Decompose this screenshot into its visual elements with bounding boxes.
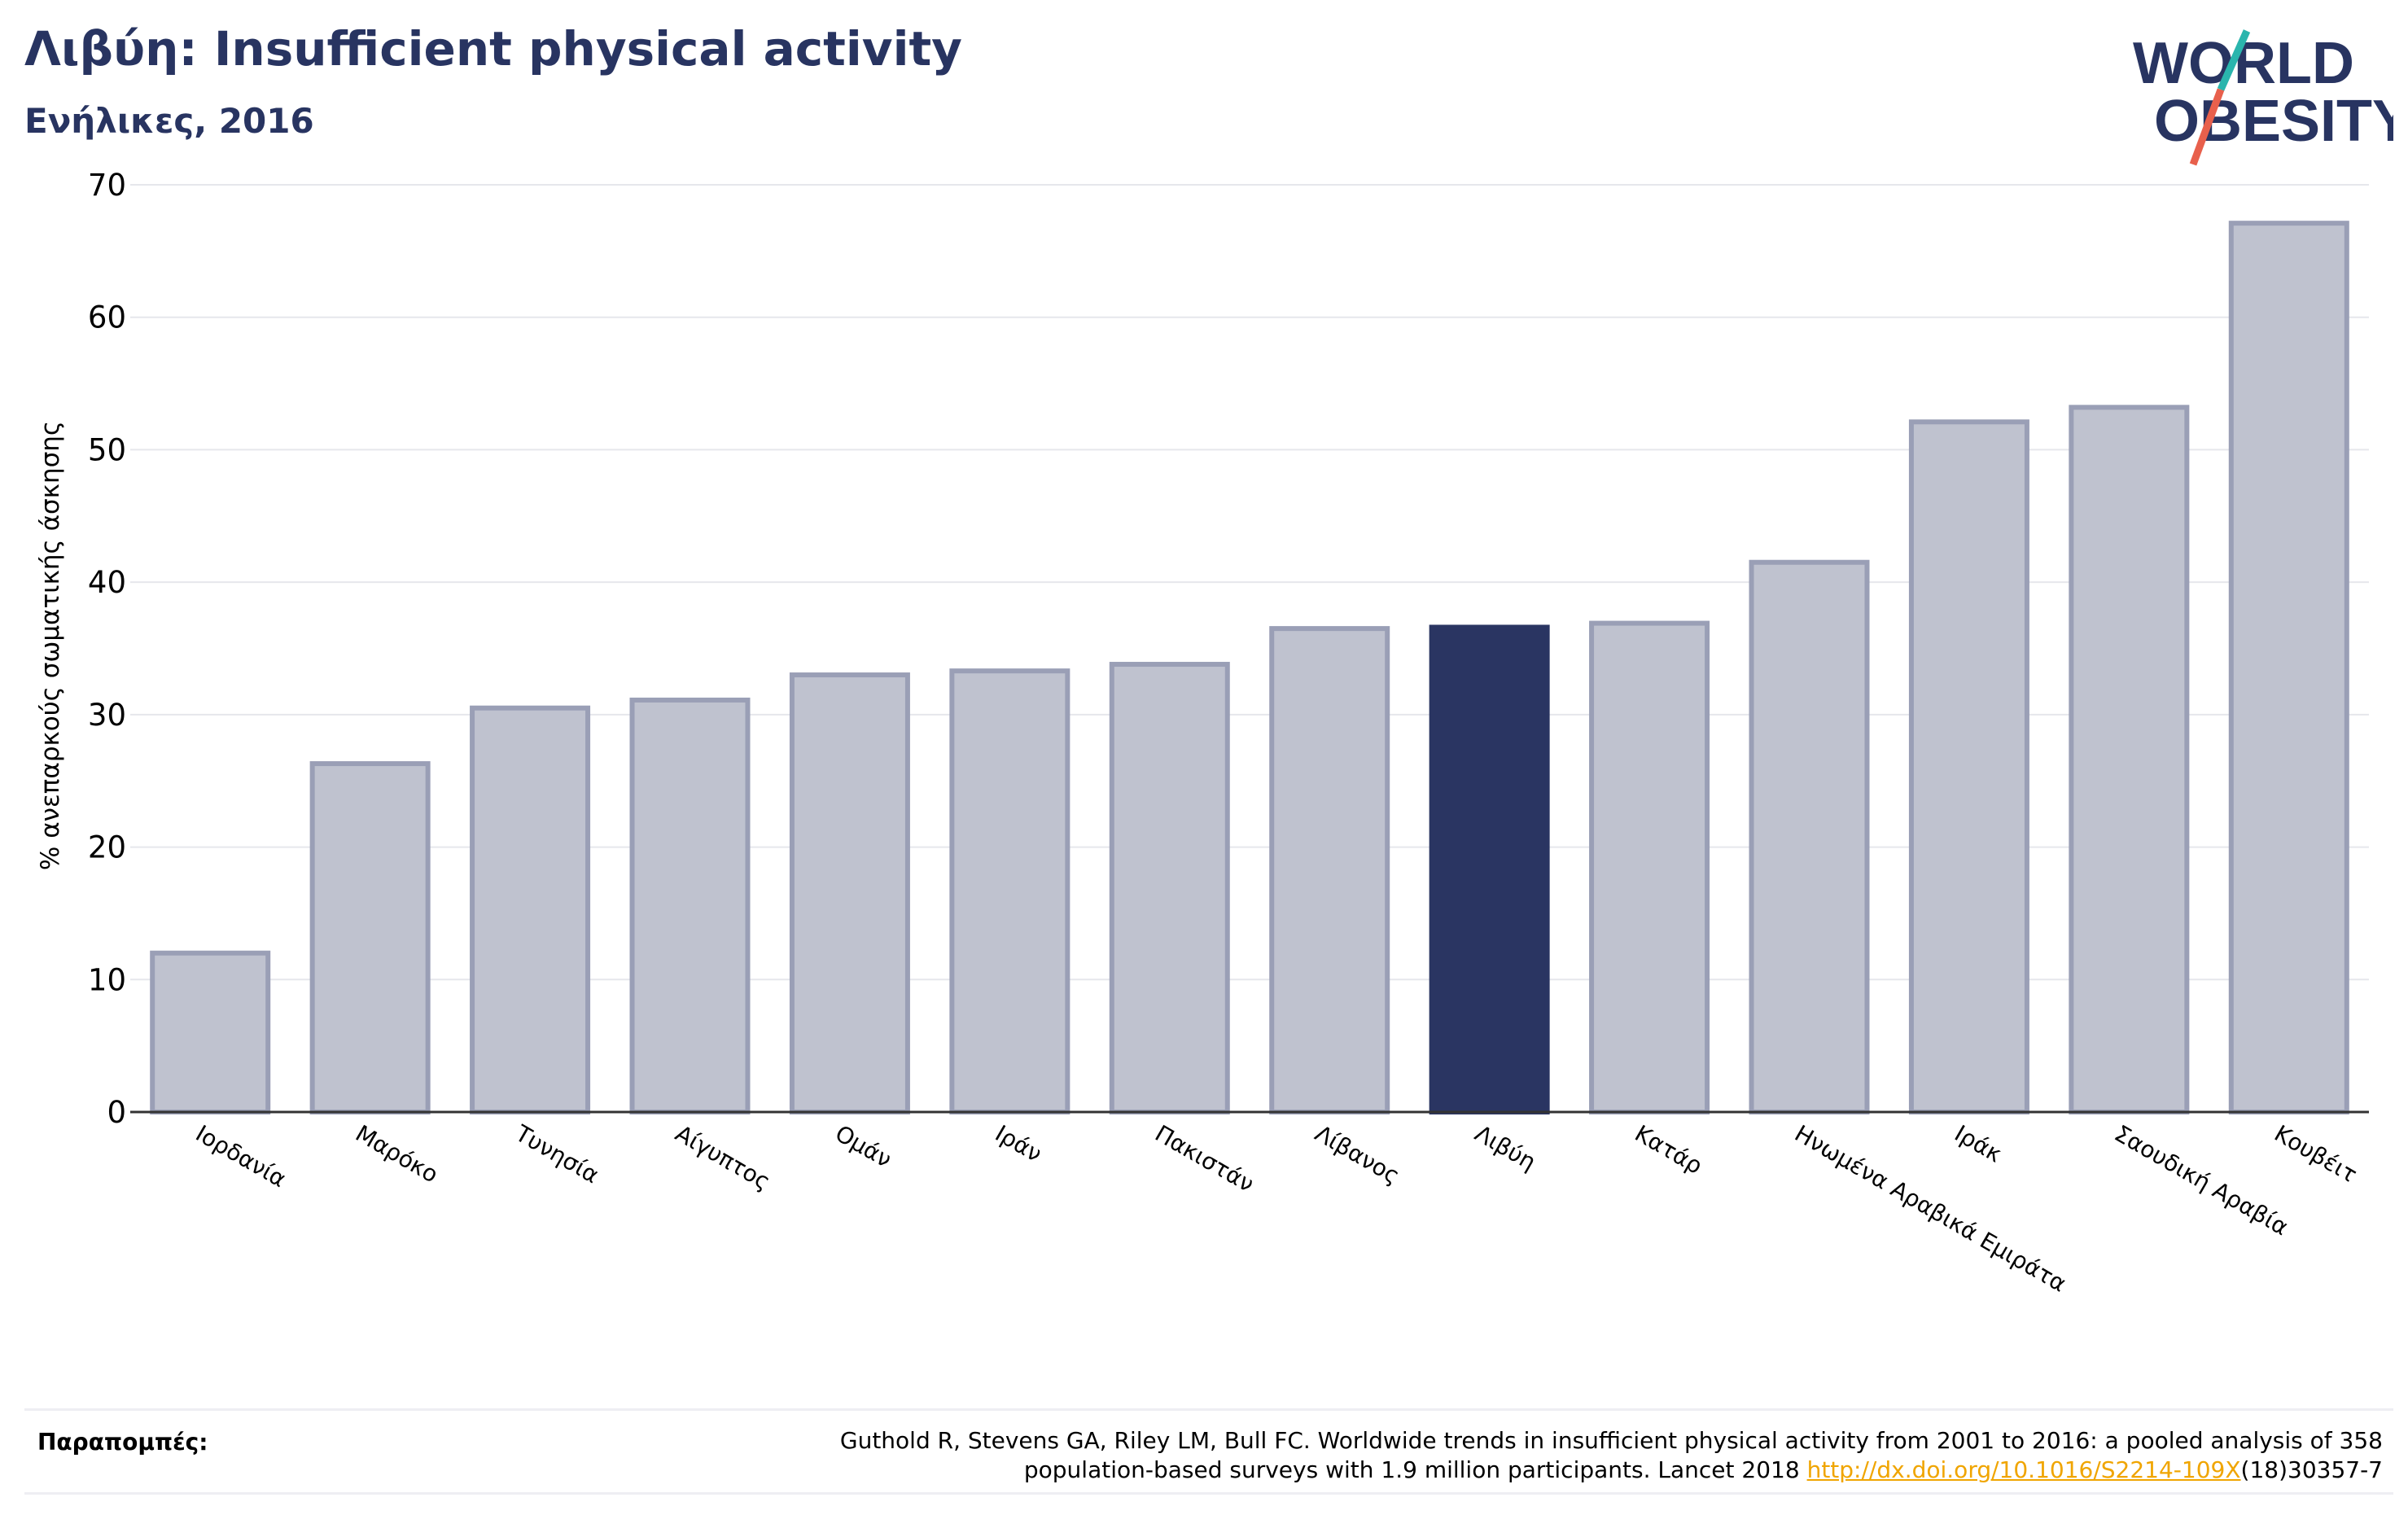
reference-line-2-suffix: (18)30357-7 — [2240, 1456, 2383, 1483]
x-tick-label: Κατάρ — [1631, 1119, 1707, 1180]
gridlines — [130, 184, 2369, 981]
bar — [949, 668, 1070, 1114]
y-tick-label: 60 — [88, 300, 126, 335]
x-axis-ticks: Ιορδανία Μαρόκο Τυνησία Αίγυπτος Ομάν Ιράν Πακ… — [191, 1119, 2362, 1298]
footer-divider-bottom — [24, 1492, 2393, 1495]
bar — [1269, 626, 1390, 1114]
x-tick-label: Πακιστάν — [1150, 1119, 1259, 1197]
x-tick-label: Ιράν — [991, 1119, 1047, 1167]
logo-slash-top — [2217, 29, 2251, 91]
reference-line-1: Guthold R, Stevens GA, Riley LM, Bull FC… — [839, 1427, 2383, 1454]
y-tick-label: 40 — [88, 565, 126, 600]
x-tick-label: Ομάν — [830, 1119, 896, 1173]
y-tick-label: 30 — [88, 698, 126, 733]
x-tick-label: Ιράκ — [1950, 1119, 2006, 1167]
footer-divider-top — [24, 1408, 2393, 1411]
bar — [789, 672, 910, 1114]
y-axis-ticks: 0 10 20 30 40 50 60 70 — [88, 168, 126, 1130]
y-tick-label: 50 — [88, 432, 126, 467]
bar — [470, 705, 591, 1114]
x-tick-label: Λίβανος — [1311, 1119, 1404, 1189]
x-tick-label: Τυνησία — [510, 1119, 604, 1189]
chart-subtitle: Ενήλικες, 2016 — [24, 101, 314, 141]
x-tick-label: Σαουδική Αραβία — [2110, 1119, 2293, 1241]
bars — [150, 221, 2349, 1114]
logo-line2: OBESITY — [2154, 89, 2393, 154]
y-axis-label: % ανεπαρκούς σωματικής άσκησης — [36, 421, 65, 870]
references-label: Παραπομπές: — [37, 1429, 208, 1456]
reference-line-2-prefix: population-based surveys with 1.9 millio… — [1023, 1456, 1807, 1483]
y-tick-label: 0 — [107, 1095, 126, 1130]
bar — [1749, 559, 1870, 1114]
x-tick-label: Κουβέιτ — [2270, 1119, 2362, 1188]
bar — [150, 950, 271, 1114]
bar — [309, 761, 431, 1114]
x-tick-label: Λιβύη — [1470, 1119, 1540, 1176]
world-obesity-logo: WORLD OBESITY — [2133, 29, 2393, 166]
x-tick-label: Ιορδανία — [191, 1119, 291, 1193]
bar — [1109, 662, 1230, 1114]
bar — [2069, 405, 2190, 1114]
bar — [1589, 620, 1710, 1114]
bar-highlighted — [1429, 624, 1550, 1114]
y-tick-label: 10 — [88, 962, 126, 997]
bar — [2228, 221, 2349, 1114]
reference-doi-link[interactable]: http://dx.doi.org/10.1016/S2214-109X — [1806, 1456, 2241, 1483]
x-tick-label: Ηνωμένα Αραβικά Εμιράτα — [1790, 1119, 2071, 1297]
y-tick-label: 20 — [88, 830, 126, 865]
logo-slash-bottom — [2189, 88, 2225, 166]
x-tick-label: Μαρόκο — [351, 1119, 443, 1188]
x-tick-label: Αίγυπτος — [671, 1119, 775, 1195]
y-tick-label: 70 — [88, 168, 126, 203]
bar — [629, 697, 751, 1114]
references-text: Guthold R, Stevens GA, Riley LM, Bull FC… — [673, 1426, 2383, 1485]
bar — [1908, 419, 2029, 1114]
reference-line-2: population-based surveys with 1.9 millio… — [673, 1456, 2383, 1485]
chart-title: Λιβύη: Insufficient physical activity — [24, 21, 962, 77]
bar-chart: 0 10 20 30 40 50 60 70 Ιορδανία Μαρόκο Τυνησία Αίγ… — [36, 168, 2369, 1298]
